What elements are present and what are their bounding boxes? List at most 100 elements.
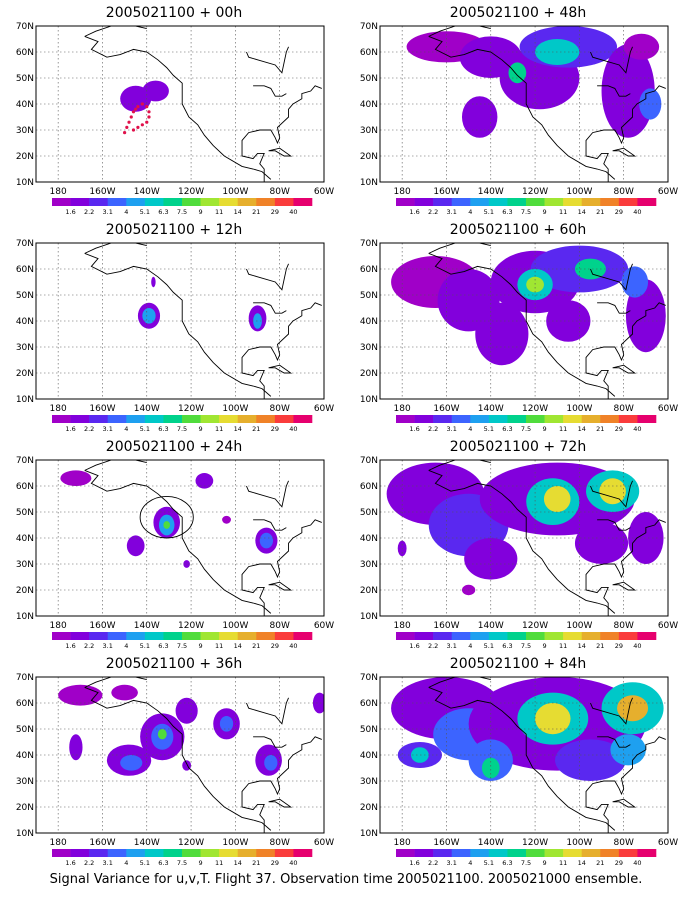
lat-tick-label: 70N <box>16 456 34 466</box>
coastline <box>612 364 637 374</box>
colorbar-label: 5.1 <box>140 208 150 216</box>
coastlines <box>84 243 322 399</box>
coastline <box>246 697 289 725</box>
variance-contour <box>151 276 156 288</box>
colorbar-swatch <box>470 849 490 857</box>
colorbar-swatch <box>107 415 127 423</box>
colorbar-label: 4 <box>124 642 128 650</box>
lat-tick-label: 50N <box>360 725 378 735</box>
coastline <box>597 736 631 748</box>
colorbar-swatch <box>163 849 183 857</box>
map-frame <box>35 242 325 400</box>
map-panel: 2005021100 + 12h 10N 20N 30N 40N 50N 60N 70N 180… <box>4 221 344 439</box>
colorbar-swatch <box>637 632 657 640</box>
lon-tick-label: 60W <box>314 404 334 414</box>
variance-contour <box>543 486 571 512</box>
lat-tick-label: 40N <box>360 317 378 327</box>
colorbar-swatch <box>256 849 276 857</box>
lat-tick-label: 10N <box>16 829 34 839</box>
lat-tick-label: 20N <box>16 152 34 162</box>
colorbar-swatch <box>293 415 313 423</box>
colorbar-label: 5.1 <box>484 642 494 650</box>
variance-field <box>391 677 664 781</box>
colorbar-swatch <box>274 632 294 640</box>
lon-tick-label: 180 <box>50 621 67 631</box>
coastline <box>428 686 616 831</box>
variance-contour <box>535 703 571 735</box>
lon-tick-label: 80W <box>270 404 290 414</box>
panel-title: 2005021100 + 12h <box>105 222 243 238</box>
lat-tick-label: 30N <box>16 343 34 353</box>
variance-field <box>60 470 278 568</box>
variance-field <box>137 276 267 332</box>
colorbar-swatch <box>52 198 71 206</box>
map-frame <box>379 25 669 183</box>
coastlines <box>428 26 666 182</box>
lon-tick-label: 60W <box>314 621 334 631</box>
colorbar-label: 1.6 <box>409 859 419 867</box>
colorbar-label: 14 <box>234 642 242 650</box>
observation-point <box>125 125 129 129</box>
coastline <box>585 519 666 616</box>
colorbar-swatch <box>507 849 527 857</box>
variance-contour <box>69 734 83 761</box>
colorbar-swatch <box>507 415 527 423</box>
map-frame <box>379 459 669 617</box>
colorbar-label: 5.1 <box>484 425 494 433</box>
lat-tick-label: 40N <box>360 751 378 761</box>
colorbar-label: 3.1 <box>103 859 113 867</box>
variance-contour <box>175 697 198 724</box>
colorbar-swatch <box>126 849 146 857</box>
colorbar-label: 7.5 <box>177 642 187 650</box>
colorbar-swatch <box>163 198 183 206</box>
variance-contour <box>163 521 171 529</box>
colorbar-swatch <box>256 632 276 640</box>
coastline <box>428 469 616 614</box>
variance-contour <box>621 266 649 298</box>
colorbar-label: 21 <box>252 642 260 650</box>
observation-point <box>123 131 127 135</box>
map-frame <box>379 242 669 400</box>
coastline <box>84 469 272 614</box>
colorbar-label: 21 <box>596 859 604 867</box>
colorbar-label: 6.3 <box>158 208 168 216</box>
lat-tick-label: 10N <box>360 612 378 622</box>
colorbar-label: 3.1 <box>103 642 113 650</box>
lat-tick-label: 60N <box>16 699 34 709</box>
coastline <box>253 85 287 97</box>
observation-point <box>131 128 136 132</box>
colorbar-label: 14 <box>234 208 242 216</box>
colorbar-label: 11 <box>559 425 567 433</box>
colorbar-swatch <box>470 415 490 423</box>
coastline <box>590 46 633 74</box>
lon-tick-label: 100W <box>566 838 592 848</box>
colorbar-swatch <box>563 632 583 640</box>
lon-tick-label: 100W <box>566 404 592 414</box>
observation-point <box>147 110 151 114</box>
colorbar-swatch <box>293 632 313 640</box>
colorbar-label: 40 <box>289 425 297 433</box>
colorbar-swatch <box>237 415 257 423</box>
colorbar-label: 7.5 <box>177 859 187 867</box>
coastline <box>241 302 322 399</box>
map-plot: 10N 20N 30N 40N 50N 60N 70N 180 160W 140W 120W 100W… <box>16 673 334 867</box>
lon-tick-label: 140W <box>478 404 504 414</box>
colorbar-label: 2.2 <box>84 859 94 867</box>
lat-tick-label: 70N <box>16 22 34 32</box>
coastline <box>84 252 272 397</box>
colorbar-label: 40 <box>633 859 641 867</box>
variance-contour <box>461 96 498 138</box>
lat-tick-label: 70N <box>360 239 378 249</box>
coastline <box>428 35 616 180</box>
coastline <box>597 302 631 314</box>
coastline <box>253 519 287 531</box>
colorbar-label: 6.3 <box>502 425 512 433</box>
colorbar-swatch <box>618 849 638 857</box>
gridlines <box>36 243 324 399</box>
gridlines <box>380 26 668 182</box>
colorbar-label: 29 <box>615 859 623 867</box>
colorbar-swatch <box>144 198 164 206</box>
lon-tick-label: 80W <box>270 187 290 197</box>
lat-tick-label: 50N <box>360 508 378 518</box>
lon-tick-label: 160W <box>89 621 115 631</box>
